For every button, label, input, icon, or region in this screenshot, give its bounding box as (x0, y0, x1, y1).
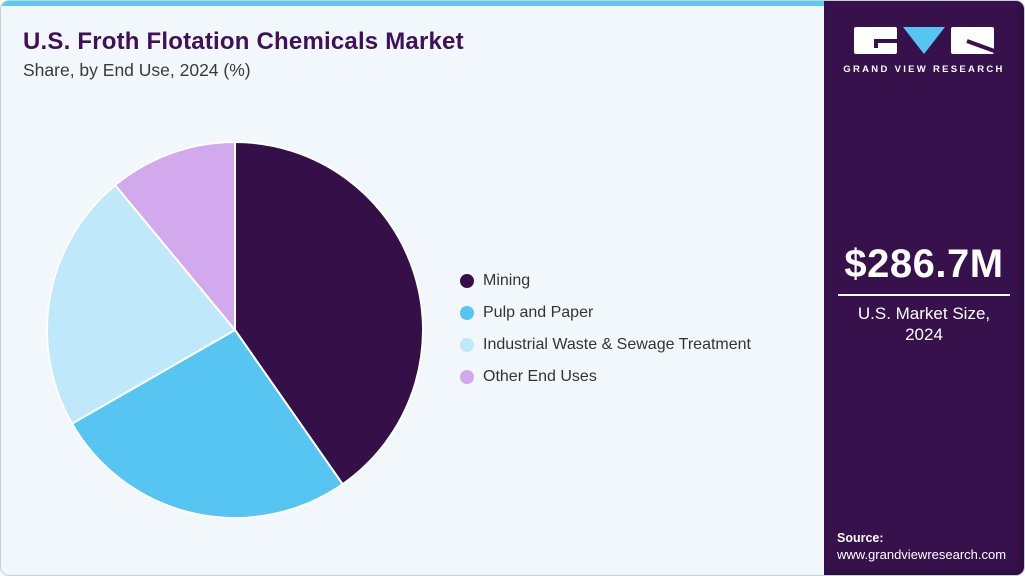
legend-dot-industrial-waste-icon (460, 338, 474, 352)
page-subtitle: Share, by End Use, 2024 (%) (23, 60, 251, 80)
source-url: www.grandviewresearch.com (837, 547, 1007, 562)
legend-item-mining: Mining (460, 265, 751, 297)
gvr-logo: GRAND VIEW RESEARCH (824, 27, 1024, 75)
divider (838, 294, 1010, 296)
source-label: Source: (837, 531, 884, 545)
pie-slice-industrial-waste-sewage-treatment (45, 184, 236, 425)
legend-label: Industrial Waste & Sewage Treatment (483, 336, 751, 353)
pie-slice-pulp-and-paper (70, 329, 344, 519)
legend: Mining Pulp and Paper Industrial Waste &… (460, 265, 751, 393)
legend-dot-pulp-and-paper-icon (460, 306, 474, 320)
market-size-value: $286.7M (844, 242, 1004, 286)
pie-slice-mining (234, 141, 424, 486)
legend-item-pulp-and-paper: Pulp and Paper (460, 297, 751, 329)
legend-item-industrial-waste: Industrial Waste & Sewage Treatment (460, 329, 751, 361)
logo-v-icon (903, 27, 945, 54)
legend-label: Other End Uses (483, 368, 597, 385)
legend-dot-other-end-uses-icon (460, 370, 474, 384)
logo-r-icon (951, 27, 994, 54)
legend-item-other-end-uses: Other End Uses (460, 361, 751, 393)
brand-name: GRAND VIEW RESEARCH (843, 64, 1005, 75)
page-title: U.S. Froth Flotation Chemicals Market (23, 28, 464, 55)
pie-chart-svg (45, 141, 424, 519)
pie-chart (45, 140, 425, 520)
source-block: Source: www.grandviewresearch.com (837, 531, 1006, 562)
legend-label: Pulp and Paper (483, 304, 594, 321)
legend-label: Mining (483, 272, 531, 289)
gvr-logo-marks-icon (824, 27, 1024, 55)
legend-dot-mining-icon (460, 274, 474, 288)
top-accent-strip (1, 1, 824, 6)
market-size-block: $286.7M U.S. Market Size, 2024 (824, 242, 1024, 346)
pie-slice-other-end-uses (114, 141, 236, 331)
market-size-label: U.S. Market Size, 2024 (857, 304, 991, 345)
brand-sidebar: GRAND VIEW RESEARCH $286.7M U.S. Market … (824, 1, 1024, 575)
logo-g-icon (854, 27, 897, 54)
